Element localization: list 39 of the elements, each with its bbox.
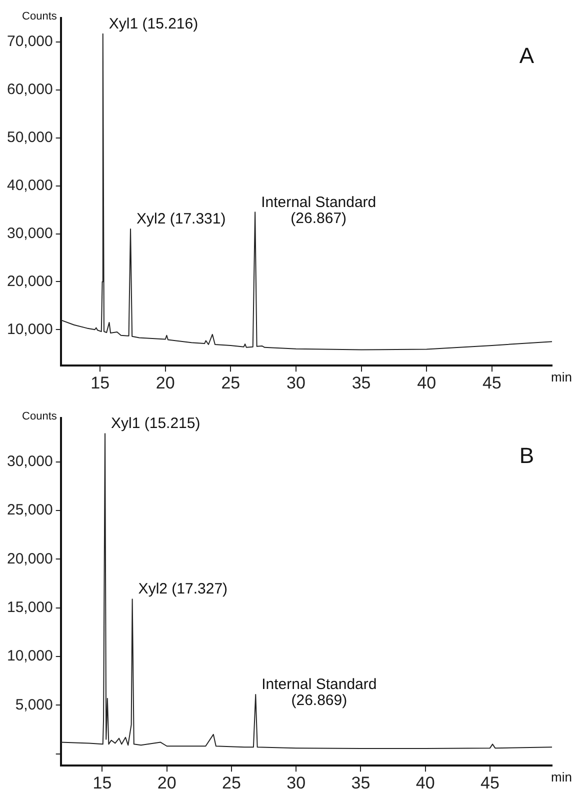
x-tick-label: 20 — [156, 373, 175, 392]
x-tick-label: 40 — [417, 373, 436, 392]
y-tick-label: 25,000 — [6, 502, 53, 519]
x-tick-label: 45 — [482, 373, 502, 392]
annotation: B — [519, 443, 534, 468]
y-axis-title: Counts — [22, 410, 58, 423]
x-tick-label: 45 — [480, 773, 500, 792]
y-tick-label: 20,000 — [6, 550, 53, 568]
x-tick-label: 30 — [286, 373, 306, 392]
annotation: Xyl1 (15.215) — [111, 415, 200, 432]
y-tick-label: 15,000 — [6, 599, 53, 616]
x-tick-label: 40 — [416, 773, 435, 792]
annotation: Xyl2 (17.331) — [136, 210, 226, 228]
y-tick-label: 60,000 — [6, 81, 53, 98]
y-tick-label: 30,000 — [6, 452, 53, 470]
y-tick-label: 50,000 — [6, 129, 53, 146]
x-tick-label: 30 — [286, 773, 306, 792]
x-tick-label: 25 — [221, 373, 240, 392]
x-tick-label: 20 — [157, 773, 176, 792]
y-tick-label: 70,000 — [6, 33, 53, 50]
annotation: Internal Standard (26.867) — [261, 194, 376, 227]
x-axis-title: min — [551, 770, 572, 785]
y-tick-label: 30,000 — [6, 224, 53, 242]
annotation: A — [519, 43, 534, 68]
x-tick-label: 15 — [92, 773, 112, 792]
y-tick-label: 10,000 — [6, 648, 53, 665]
y-tick-label: 5,000 — [15, 696, 53, 714]
x-tick-label: 15 — [90, 373, 110, 392]
annotation: Xyl2 (17.327) — [138, 580, 228, 598]
y-tick-label: 40,000 — [6, 176, 53, 194]
x-tick-label: 35 — [352, 373, 371, 392]
annotation: Internal Standard (26.869) — [262, 676, 377, 710]
x-axis-title: min — [551, 370, 572, 385]
annotation: Xyl1 (15.216) — [108, 15, 198, 32]
x-tick-label: 35 — [351, 773, 370, 792]
y-tick-label: 20,000 — [6, 272, 53, 290]
x-tick-label: 25 — [222, 773, 241, 792]
y-tick-label: 10,000 — [6, 320, 53, 338]
y-axis-title: Counts — [22, 10, 58, 23]
